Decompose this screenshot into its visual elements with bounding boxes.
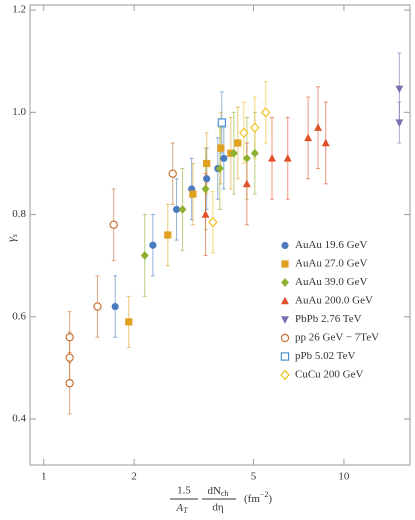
marker bbox=[217, 144, 225, 152]
legend-label: AuAu 200.0 GeV bbox=[295, 295, 373, 307]
marker bbox=[125, 318, 133, 326]
marker bbox=[321, 138, 330, 147]
marker bbox=[234, 139, 242, 147]
legend-label: CuCu 200 GeV bbox=[295, 369, 364, 381]
marker bbox=[189, 190, 197, 198]
marker bbox=[260, 107, 271, 118]
marker bbox=[168, 169, 177, 178]
legend-marker bbox=[281, 296, 289, 305]
x-label-area-main: A bbox=[175, 502, 183, 514]
x-label-num-main: dN bbox=[207, 485, 221, 497]
marker bbox=[140, 251, 149, 260]
marker bbox=[93, 302, 102, 311]
x-label-area-sub: T bbox=[183, 506, 188, 515]
legend-label: PbPb 2.76 TeV bbox=[295, 313, 362, 325]
marker bbox=[229, 148, 238, 158]
marker bbox=[250, 148, 259, 158]
marker bbox=[250, 122, 260, 133]
x-label-unit-close: ) bbox=[268, 493, 272, 505]
y-label-symbol: γ bbox=[4, 237, 18, 242]
marker bbox=[314, 123, 323, 131]
legend-label: AuAu 19.6 GeV bbox=[295, 239, 367, 251]
x-tick-label: 2 bbox=[131, 471, 137, 483]
marker bbox=[178, 205, 187, 214]
x-label-numerator: dNch bbox=[207, 485, 228, 498]
marker bbox=[304, 133, 313, 142]
marker bbox=[65, 333, 74, 342]
legend-marker bbox=[280, 352, 290, 361]
x-label-unit: (fm−2) bbox=[244, 490, 272, 505]
marker bbox=[268, 154, 276, 162]
legend-marker bbox=[281, 278, 289, 287]
legend-marker bbox=[280, 369, 290, 381]
marker bbox=[149, 241, 157, 249]
marker bbox=[242, 154, 251, 163]
marker bbox=[65, 379, 74, 388]
legend-label: pp 26 GeV − 7TeV bbox=[295, 332, 379, 344]
y-axis-label: γs bbox=[4, 234, 19, 242]
y-label-sub: s bbox=[10, 234, 19, 237]
x-label-denominator: dη bbox=[212, 502, 224, 514]
x-label-area: AT bbox=[175, 502, 188, 515]
marker bbox=[203, 175, 211, 183]
legend-marker bbox=[280, 333, 290, 343]
marker bbox=[395, 119, 404, 127]
x-label-unit-sup: −2 bbox=[260, 490, 269, 499]
y-tick-label: 1.2 bbox=[12, 4, 26, 16]
marker bbox=[215, 164, 224, 173]
marker bbox=[164, 231, 172, 239]
y-tick-label: 1.0 bbox=[12, 106, 26, 118]
x-label-factor: 1.5 bbox=[177, 485, 191, 497]
legend-label: AuAu 27.0 GeV bbox=[295, 258, 367, 270]
marker bbox=[208, 217, 218, 228]
marker bbox=[283, 154, 292, 162]
legend-label: AuAu 39.0 GeV bbox=[295, 276, 367, 288]
legend-marker bbox=[281, 260, 289, 268]
plot-frame bbox=[29, 4, 411, 466]
x-tick-label: 5 bbox=[251, 471, 257, 483]
legend-marker bbox=[281, 241, 289, 250]
marker bbox=[239, 127, 249, 138]
x-label-num-sub: ch bbox=[221, 489, 229, 498]
marker bbox=[220, 154, 228, 162]
marker bbox=[109, 220, 118, 229]
marker bbox=[203, 159, 211, 168]
marker bbox=[65, 353, 74, 362]
marker bbox=[172, 205, 181, 214]
legend-label: pPb 5.02 TeV bbox=[295, 350, 356, 362]
marker bbox=[242, 179, 251, 188]
x-tick-label: 1 bbox=[41, 471, 47, 483]
marker bbox=[217, 118, 227, 127]
x-axis-label: 1.5 AT dNch dη (fm−2) bbox=[170, 485, 272, 515]
y-tick-label: 0.4 bbox=[12, 413, 26, 425]
y-tick-label: 0.8 bbox=[12, 208, 26, 220]
marker bbox=[111, 302, 119, 311]
x-tick-label: 10 bbox=[338, 471, 350, 483]
y-tick-label: 0.6 bbox=[12, 310, 26, 322]
marker bbox=[201, 210, 210, 218]
x-label-unit-main: (fm bbox=[244, 493, 260, 505]
legend-marker bbox=[281, 316, 289, 324]
marker bbox=[201, 184, 210, 194]
marker bbox=[395, 85, 404, 94]
